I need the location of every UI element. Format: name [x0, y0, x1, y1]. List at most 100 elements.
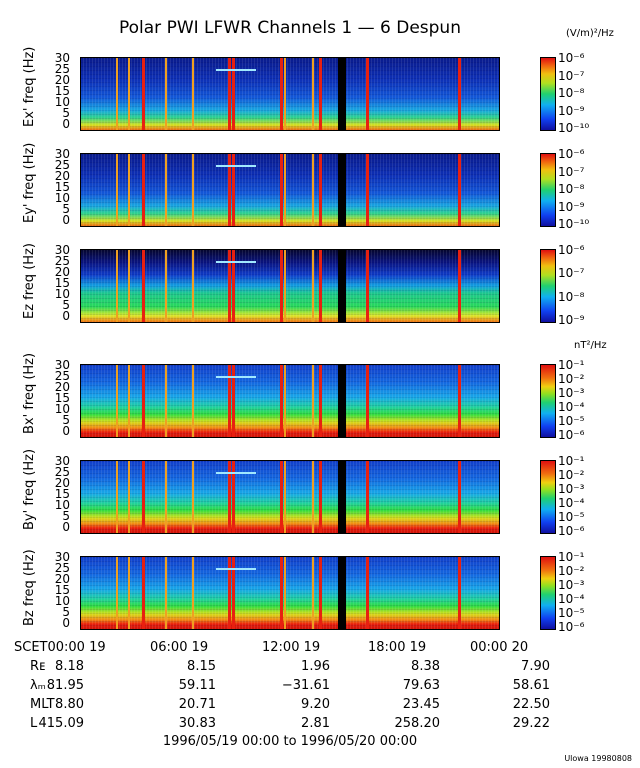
ephemeris-value: 8.80: [55, 697, 84, 712]
burst-line: [366, 364, 369, 438]
burst-line: [192, 460, 194, 534]
burst-line: [366, 556, 369, 630]
burst-line: [284, 460, 286, 534]
y-tick-label: 20: [54, 169, 70, 183]
colorbar-tick-label: 10⁻⁹: [558, 103, 585, 118]
y-tick-label: 0: [62, 213, 70, 227]
ephemeris-value: 23.45: [402, 697, 440, 712]
burst-line: [280, 57, 283, 131]
tone-dash: [216, 568, 256, 570]
electric-units-label: (V/m)²/Hz: [566, 28, 614, 39]
burst-line: [116, 249, 118, 323]
y-tick-label: 25: [54, 62, 70, 76]
colorbar-tick-label: 10⁻¹: [558, 550, 585, 564]
ephemeris-value: −31.61: [281, 678, 330, 693]
ephemeris-value: 79.63: [402, 678, 440, 693]
spectrogram-6: [80, 556, 500, 630]
burst-line: [116, 364, 118, 438]
colorbar-tick-label: 10⁻³: [558, 578, 585, 592]
y-tick-label: 25: [54, 465, 70, 479]
ephemeris-label: L: [30, 716, 38, 731]
burst-line: [284, 556, 286, 630]
y-tick-label: 0: [62, 309, 70, 323]
spectrogram-5: [80, 460, 500, 534]
colorbar: [540, 556, 556, 630]
x-tick-label: 18:00 19: [368, 640, 427, 655]
colorbar-tick-label: 10⁻²: [558, 468, 585, 482]
tone-dash: [216, 69, 256, 71]
burst-line: [192, 556, 194, 630]
colorbar-tick-label: 10⁻³: [558, 386, 585, 400]
burst-line: [165, 460, 167, 534]
chart-title: Polar PWI LFWR Channels 1 — 6 Despun: [119, 18, 461, 38]
burst-line: [128, 249, 130, 323]
colorbar-tick-label: 10⁻⁵: [558, 606, 585, 620]
burst-line: [232, 556, 235, 630]
y-tick-label: 25: [54, 561, 70, 575]
y-axis-label: Ey' freq (Hz): [22, 142, 37, 223]
burst-line: [312, 556, 314, 630]
burst-line: [116, 57, 118, 131]
ephemeris-value: 2.81: [301, 716, 330, 731]
y-tick-label: 15: [54, 180, 70, 194]
burst-line: [116, 556, 118, 630]
y-tick-label: 15: [54, 391, 70, 405]
colorbar-tick-label: 10⁻⁷: [558, 68, 585, 83]
y-tick-label: 0: [62, 424, 70, 438]
ephemeris-value: 81.95: [46, 678, 84, 693]
colorbar-tick-label: 10⁻³: [558, 482, 585, 496]
tone-dash: [216, 261, 256, 263]
ephemeris-value: 29.22: [512, 716, 550, 731]
burst-line: [228, 364, 231, 438]
burst-line: [366, 57, 369, 131]
y-tick-label: 10: [54, 402, 70, 416]
colorbar: [540, 249, 556, 323]
y-tick-label: 0: [62, 616, 70, 630]
burst-line: [128, 364, 130, 438]
y-tick-label: 10: [54, 191, 70, 205]
y-tick-label: 20: [54, 73, 70, 87]
colorbar-tick-label: 10⁻⁵: [558, 414, 585, 428]
burst-line: [366, 460, 369, 534]
y-tick-label: 20: [54, 572, 70, 586]
burst-line: [142, 249, 145, 323]
data-gap: [338, 249, 346, 323]
colorbar-tick-label: 10⁻⁹: [558, 313, 585, 327]
colorbar-tick-label: 10⁻⁶: [558, 428, 585, 442]
burst-line: [312, 57, 314, 131]
colorbar-tick-label: 10⁻¹⁰: [558, 217, 590, 231]
burst-line: [165, 249, 167, 323]
burst-line: [280, 556, 283, 630]
burst-line: [319, 249, 322, 323]
burst-line: [142, 153, 145, 227]
burst-line: [284, 249, 286, 323]
burst-line: [366, 153, 369, 227]
burst-line: [116, 460, 118, 534]
y-tick-label: 15: [54, 84, 70, 98]
burst-line: [312, 460, 314, 534]
colorbar-tick-label: 10⁻⁴: [558, 496, 585, 510]
ephemeris-value: 9.20: [301, 697, 330, 712]
ephemeris-value: 58.61: [512, 678, 550, 693]
y-tick-label: 20: [54, 380, 70, 394]
colorbar: [540, 153, 556, 227]
ephemeris-value: 20.71: [178, 697, 216, 712]
burst-line: [284, 57, 286, 131]
burst-line: [284, 364, 286, 438]
spectrogram-4: [80, 364, 500, 438]
burst-line: [128, 460, 130, 534]
tone-dash: [216, 376, 256, 378]
colorbar-tick-label: 10⁻⁶: [558, 51, 585, 65]
colorbar-tick-label: 10⁻⁸: [558, 289, 585, 304]
y-axis-label: Ez freq (Hz): [22, 243, 37, 319]
burst-line: [116, 153, 118, 227]
y-axis-label: Bx' freq (Hz): [22, 352, 37, 434]
burst-line: [319, 57, 322, 131]
burst-line: [284, 153, 286, 227]
burst-line: [458, 556, 461, 630]
burst-line: [128, 556, 130, 630]
time-range: 1996/05/19 00:00 to 1996/05/20 00:00: [162, 734, 418, 749]
burst-line: [458, 364, 461, 438]
spectrogram-1: [80, 57, 500, 131]
burst-line: [319, 153, 322, 227]
